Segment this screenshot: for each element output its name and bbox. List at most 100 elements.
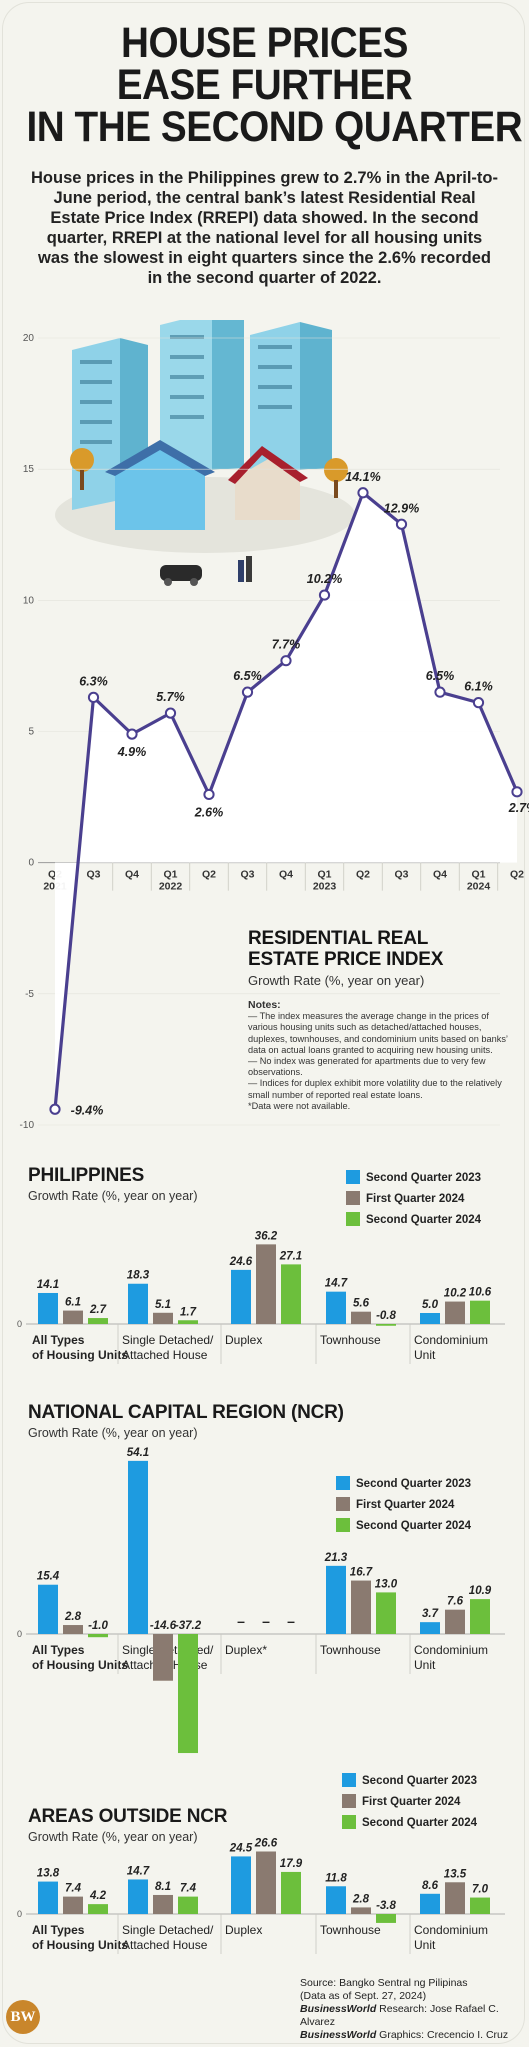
bar: [445, 1301, 465, 1324]
legend-swatch: [346, 1212, 360, 1226]
y-tick-label: 0: [28, 858, 34, 869]
bar-value-label: 36.2: [255, 1230, 278, 1242]
bar-value-label: 2.8: [64, 1611, 82, 1623]
notes-heading: Notes:: [248, 999, 281, 1011]
x-tick-label: Q3: [240, 869, 254, 881]
bar-value-label: 10.2: [444, 1288, 467, 1300]
bar: [128, 1283, 148, 1324]
category-label: Townhouse: [320, 1333, 381, 1347]
data-points: [49, 487, 523, 1115]
legend-label: Second Quarter 2024: [362, 1817, 478, 1829]
brand: BusinessWorld: [300, 2003, 377, 2015]
category-label: All Types: [32, 1333, 85, 1347]
bar-value-label: 16.7: [350, 1567, 373, 1579]
data-point: [280, 655, 292, 667]
section-title-ncr: NATIONAL CAPITAL REGION (NCR): [28, 1402, 344, 1423]
category-label: All Types: [32, 1643, 85, 1657]
bar: [256, 1851, 276, 1914]
bar: [376, 1324, 396, 1326]
bar-value-label: 13.8: [37, 1868, 60, 1880]
y-tick-label: 20: [23, 333, 35, 344]
data-label: -9.4%: [71, 1103, 104, 1117]
businessworld-logo: BW: [6, 2000, 40, 2034]
bar: [63, 1896, 83, 1914]
data-point: [203, 788, 215, 801]
x-tick-label: Q3: [394, 869, 408, 881]
category-label: Single Detached/: [122, 1333, 214, 1347]
data-point: [49, 1103, 61, 1115]
category-label: of Housing Units: [32, 1938, 128, 1952]
bar-value-label: 24.5: [229, 1842, 253, 1854]
zero-tick: 0: [17, 1319, 22, 1329]
note-item: *Data were not available.: [248, 1100, 351, 1111]
legend-label: First Quarter 2024: [362, 1796, 461, 1808]
bar: [128, 1879, 148, 1914]
bar-value-label: 13.0: [375, 1578, 398, 1590]
category-label: Duplex: [225, 1923, 262, 1937]
bar: [38, 1584, 58, 1634]
x-tick-label: Q4: [125, 869, 139, 881]
bar: [153, 1894, 173, 1914]
bar-value-label: 14.1: [37, 1279, 59, 1291]
brand: BusinessWorld: [300, 2029, 377, 2041]
data-label: 10.2%: [307, 572, 342, 586]
infographic-title: HOUSE PRICES EASE FURTHER IN THE SECOND …: [26, 19, 523, 151]
data-label: 2.6%: [194, 805, 224, 819]
bar: [420, 1622, 440, 1634]
bar-value-label: 6.1: [65, 1297, 81, 1309]
category-label: of Housing Units: [32, 1348, 128, 1362]
bar-value-label: –: [262, 1613, 270, 1629]
legend-swatch: [346, 1191, 360, 1205]
y-tick-label: -10: [20, 1120, 35, 1130]
data-label: 7.7%: [272, 638, 301, 652]
bar: [445, 1609, 465, 1634]
note-item: — No index was generated for apartments …: [248, 1056, 486, 1078]
bar: [256, 1244, 276, 1324]
research-text: Research: Jose Rafael C. Alvarez: [300, 2003, 499, 2028]
bar: [178, 1896, 198, 1914]
title-line: HOUSE PRICES: [120, 19, 409, 67]
legend-swatch: [342, 1773, 356, 1787]
bar: [445, 1882, 465, 1914]
category-label: Single Detached/: [122, 1923, 214, 1937]
bar-value-label: 10.6: [469, 1287, 492, 1299]
bar-value-label: 8.6: [422, 1880, 439, 1892]
title-line: IN THE SECOND QUARTER: [26, 103, 523, 151]
research-credit: BusinessWorld Research: Jose Rafael C. A…: [300, 2003, 529, 2029]
y-tick-label: -5: [25, 989, 34, 1000]
category-label: Unit: [414, 1348, 436, 1362]
section-title-philippines: PHILIPPINES: [28, 1165, 145, 1186]
x-tick-label: Q3: [86, 869, 100, 881]
data-point: [434, 686, 446, 698]
bar-value-label: -0.8: [376, 1310, 396, 1322]
data-label: 6.1%: [464, 680, 493, 694]
bar: [281, 1264, 301, 1324]
data-labels: -9.4% 6.3% 4.9% 5.7% 2.6% 6.5% 7.7% 10.2% 14.1% 1…: [71, 470, 529, 1117]
x-tick-label: 2023: [313, 881, 337, 893]
bar: [351, 1311, 371, 1324]
x-tick-label: Q2: [356, 869, 370, 881]
bar: [470, 1300, 490, 1324]
y-tick-label: 10: [23, 595, 35, 606]
data-point: [318, 589, 331, 601]
x-tick-label: Q2: [202, 869, 216, 881]
x-tick-label: Q1: [471, 869, 485, 881]
intro-paragraph: House prices in the Philippines grew to …: [31, 169, 498, 287]
data-label: 6.5%: [426, 669, 455, 683]
bar: [88, 1318, 108, 1324]
category-label: of Housing Units: [32, 1658, 128, 1672]
x-tick-label: Q1: [317, 869, 331, 881]
bar-value-label: 14.7: [325, 1278, 348, 1290]
legend-swatch: [336, 1518, 350, 1532]
category-label: Duplex: [225, 1333, 262, 1347]
category-label: Attached House: [122, 1938, 208, 1952]
note-item: — Indices for duplex exhibit more volati…: [248, 1078, 502, 1100]
bar: [153, 1634, 173, 1681]
data-point: [126, 728, 138, 740]
zero-tick: 0: [17, 1629, 22, 1639]
bar: [326, 1291, 346, 1324]
bar: [231, 1269, 251, 1324]
legend-swatch: [342, 1794, 356, 1808]
